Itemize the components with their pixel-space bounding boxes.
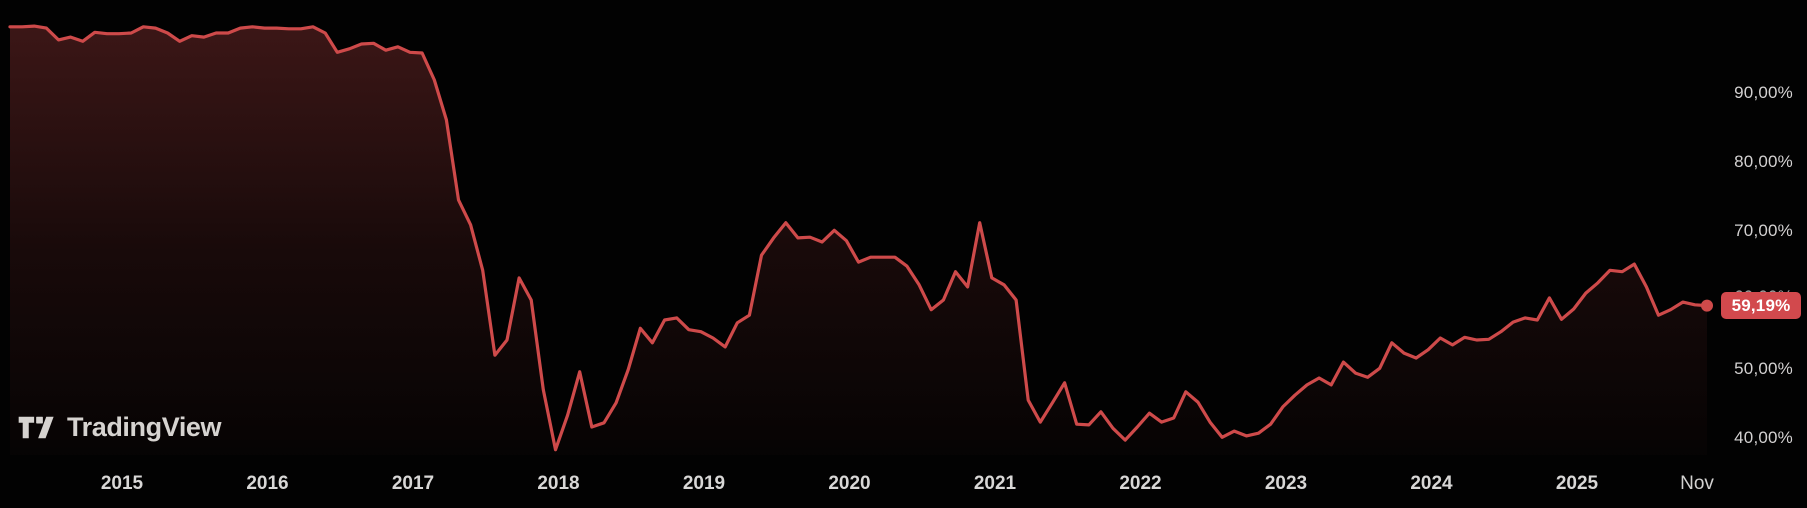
time-axis-label-2019: 2019 [682,473,726,494]
time-axis-label-2018: 2018 [537,473,580,494]
time-axis-label-2022: 2022 [1119,473,1162,494]
tradingview-logo-icon [18,416,54,439]
price-axis-label-40: 40,00% [1734,428,1793,447]
time-axis-label-2024: 2024 [1410,473,1453,494]
tradingview-logo[interactable]: TradingView [18,412,222,443]
price-axis-label-50: 50,00% [1734,359,1793,378]
time-axis-label-2020: 2020 [828,473,871,494]
price-axis-label-90: 90,00% [1734,83,1793,102]
time-axis-label-2016: 2016 [246,473,289,494]
last-price-badge: 59,19% [1721,292,1801,320]
time-axis-label-2015: 2015 [100,473,144,494]
time-axis-label-nov: Nov [1680,473,1714,494]
time-axis-label-2017: 2017 [391,473,435,494]
time-axis-label-2025: 2025 [1555,473,1599,494]
series-line [8,24,1709,452]
time-axis-label-2023: 2023 [1264,473,1308,494]
time-axis-label-2021: 2021 [973,473,1017,494]
last-price-marker [1701,299,1713,312]
price-axis-label-80: 80,00% [1734,152,1793,171]
price-axis-label-70: 70,00% [1734,221,1793,240]
tradingview-logo-text: TradingView [67,412,222,442]
series-area [10,26,1707,455]
last-price-value: 59,19% [1731,295,1791,315]
